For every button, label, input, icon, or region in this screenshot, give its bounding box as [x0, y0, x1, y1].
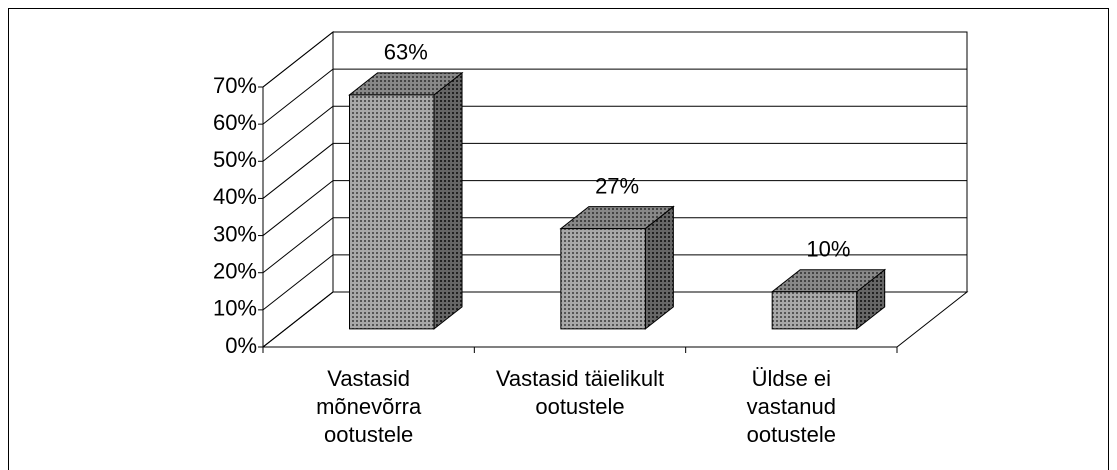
frame: [8, 8, 1109, 470]
grid-line: [262, 68, 967, 125]
x-tick-label: Üldse ei vastanud ootustele: [746, 366, 836, 447]
grid-line: [262, 105, 967, 162]
bar: [771, 291, 858, 330]
value-label: 63%: [384, 40, 428, 65]
x-tick-label: Vastasid täielikult ootustele: [495, 366, 665, 419]
y-tick-label: 70%: [213, 73, 257, 98]
bar-side: [433, 71, 463, 330]
x-tick-label: Vastasid mõnevõrra ootustele: [316, 366, 422, 447]
bar: [349, 94, 435, 330]
grid-line: [262, 291, 967, 348]
grid-line: [262, 180, 967, 236]
grid-line: [262, 254, 967, 311]
y-tick-label: 50%: [213, 147, 257, 172]
grid-line: [262, 142, 967, 199]
y-tick-label: 40%: [213, 184, 257, 209]
value-label: 27%: [595, 173, 639, 198]
y-tick-label: 10%: [213, 296, 257, 321]
grid-line: [262, 31, 967, 88]
bar: [560, 228, 646, 330]
y-tick-label: 60%: [213, 110, 257, 135]
y-tick-label: 0%: [225, 333, 257, 358]
y-tick-label: 20%: [213, 259, 257, 284]
y-tick-label: 30%: [213, 221, 257, 246]
grid-line: [262, 217, 967, 274]
value-label: 10%: [806, 237, 850, 262]
